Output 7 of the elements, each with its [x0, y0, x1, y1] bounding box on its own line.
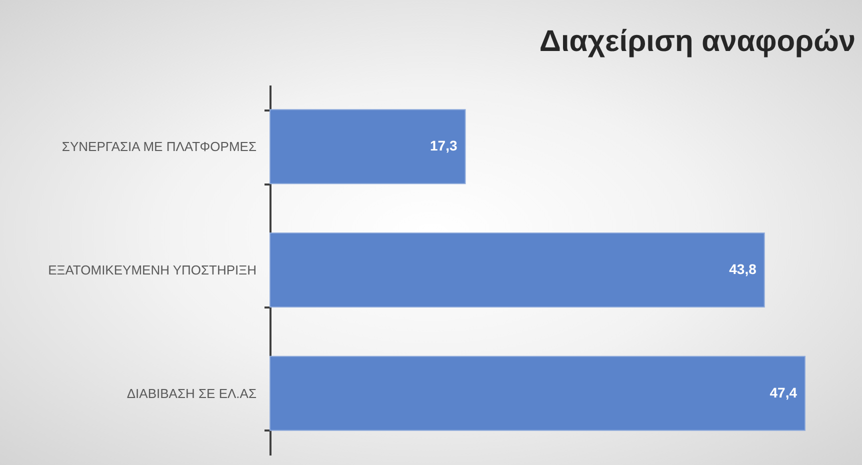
chart-title: Διαχείριση αναφορών: [539, 25, 856, 58]
y-tick-label: ΔΙΑΒΙΒΑΣΗ ΣΕ ΕΛ.ΑΣ: [126, 386, 256, 401]
y-tick-label: ΕΞΑΤΟΜΙΚΕΥΜΕΝΗ ΥΠΟΣΤΗΡΙΞΗ: [48, 262, 256, 278]
data-label: 43,8: [729, 261, 757, 277]
data-label: 17,3: [430, 138, 458, 154]
y-tick-label: ΣΥΝΕΡΓΑΣΙΑ ΜΕ ΠΛΑΤΦΟΡΜΕΣ: [62, 139, 256, 154]
data-label: 47,4: [770, 384, 798, 400]
